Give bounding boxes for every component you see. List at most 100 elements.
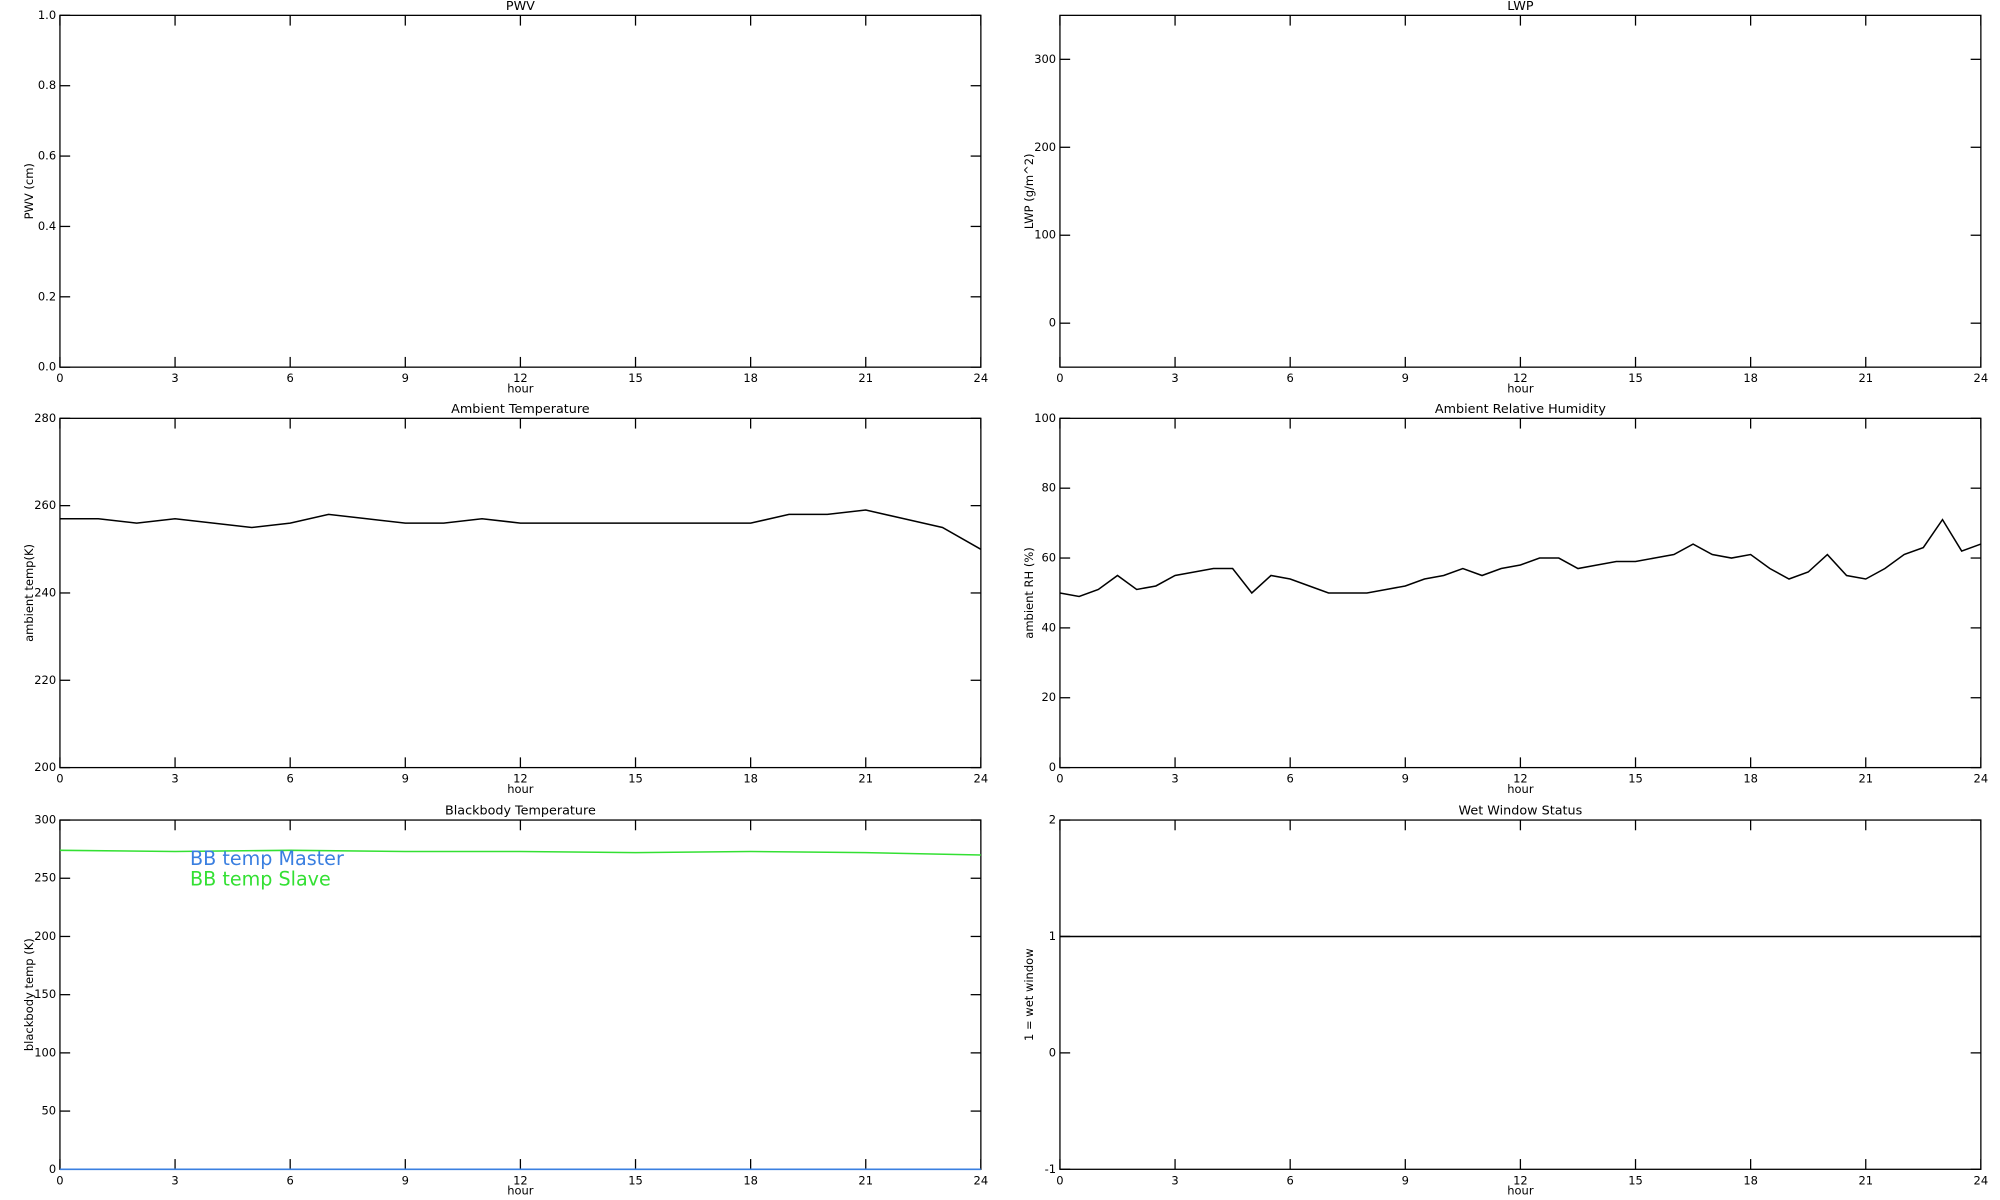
x-tick-label: 0	[1056, 1173, 1063, 1187]
x-tick-label: 9	[1402, 1173, 1409, 1187]
x-tick-label: 21	[858, 371, 873, 385]
y-tick-label: 60	[1042, 551, 1057, 565]
x-tick-label: 9	[402, 1173, 409, 1187]
plot-frame	[1059, 417, 1982, 769]
plot-frame	[1059, 819, 1982, 1170]
x-tick-label: 24	[974, 1173, 989, 1187]
x-tick-label: 18	[743, 772, 758, 786]
x-tick-label: 21	[1858, 1173, 1873, 1187]
x-tick-label: 0	[1056, 772, 1063, 786]
y-tick-label: 200	[34, 929, 56, 943]
legend-entry: BB temp Master	[190, 847, 344, 870]
y-tick-label: 280	[34, 411, 56, 425]
y-axis-label: ambient temp(K)	[22, 544, 36, 642]
y-tick-label: 250	[34, 871, 56, 885]
x-tick-label: 18	[1743, 371, 1758, 385]
y-axis-label: ambient RH (%)	[1022, 547, 1036, 638]
y-tick-label: 1.0	[38, 8, 56, 22]
x-tick-label: 21	[858, 772, 873, 786]
x-tick-label: 6	[1287, 371, 1294, 385]
y-tick-label: -1	[1045, 1162, 1056, 1176]
x-tick-label: 24	[974, 371, 989, 385]
data-line	[1059, 518, 1982, 598]
data-line	[59, 509, 982, 550]
x-tick-label: 18	[743, 371, 758, 385]
x-tick-label: 12	[513, 772, 528, 786]
x-tick-label: 21	[1858, 772, 1873, 786]
x-axis-label: hour	[1507, 782, 1534, 796]
y-tick-label: 0	[1049, 760, 1056, 774]
x-tick-label: 6	[287, 772, 294, 786]
x-tick-label: 12	[513, 1173, 528, 1187]
x-tick-label: 3	[171, 1173, 178, 1187]
x-axis-label: hour	[507, 381, 534, 395]
x-tick-label: 18	[743, 1173, 758, 1187]
x-tick-label: 12	[1513, 1173, 1528, 1187]
x-axis-label: hour	[1507, 1184, 1534, 1198]
plot-frame	[59, 417, 982, 769]
y-tick-label: 300	[1034, 52, 1056, 66]
plot-frame	[1059, 14, 1982, 368]
x-tick-label: 9	[1402, 772, 1409, 786]
x-tick-label: 15	[1628, 772, 1643, 786]
y-tick-label: 0	[1049, 316, 1056, 330]
y-tick-label: 0	[1049, 1045, 1056, 1059]
x-tick-label: 6	[287, 1173, 294, 1187]
chart-title: LWP	[1507, 0, 1534, 14]
legend-entry: BB temp Slave	[190, 868, 331, 891]
x-tick-label: 24	[1974, 371, 1989, 385]
y-axis-label: PWV (cm)	[22, 163, 36, 219]
y-tick-label: 0.6	[38, 149, 56, 163]
x-tick-label: 15	[628, 371, 643, 385]
x-tick-label: 3	[1171, 772, 1178, 786]
x-axis-label: hour	[507, 1184, 534, 1198]
y-tick-label: 200	[1034, 140, 1056, 154]
x-tick-label: 9	[1402, 371, 1409, 385]
x-tick-label: 3	[1171, 1173, 1178, 1187]
y-tick-label: 0.8	[38, 78, 56, 92]
y-axis-label: LWP (g/m^2)	[1022, 153, 1036, 229]
y-tick-label: 100	[1034, 228, 1056, 242]
y-tick-label: 220	[34, 673, 56, 687]
x-tick-label: 18	[1743, 772, 1758, 786]
chart-title: Ambient Temperature	[451, 402, 590, 417]
x-tick-label: 24	[1974, 772, 1989, 786]
y-tick-label: 0.2	[38, 289, 56, 303]
y-tick-label: 260	[34, 498, 56, 512]
x-tick-label: 12	[1513, 772, 1528, 786]
x-tick-label: 15	[628, 1173, 643, 1187]
chart-title: Wet Window Status	[1459, 804, 1583, 819]
y-tick-label: 1	[1049, 929, 1056, 943]
data-line	[59, 849, 981, 856]
plot-frame	[59, 14, 982, 368]
y-axis-label: blackbody temp (K)	[22, 938, 36, 1051]
x-tick-label: 0	[56, 1173, 63, 1187]
y-tick-label: 40	[1042, 620, 1057, 634]
x-tick-label: 3	[171, 772, 178, 786]
x-tick-label: 12	[513, 371, 528, 385]
x-tick-label: 0	[1056, 371, 1063, 385]
chart-title: Ambient Relative Humidity	[1435, 402, 1606, 417]
x-tick-label: 3	[1171, 371, 1178, 385]
x-tick-label: 6	[1287, 772, 1294, 786]
x-tick-label: 9	[402, 371, 409, 385]
y-tick-label: 0	[49, 1162, 56, 1176]
y-tick-label: 2	[1049, 813, 1056, 827]
x-axis-label: hour	[507, 782, 534, 796]
x-axis-label: hour	[1507, 381, 1534, 395]
x-tick-label: 6	[287, 371, 294, 385]
x-tick-label: 18	[1743, 1173, 1758, 1187]
y-tick-label: 100	[34, 1045, 56, 1059]
x-tick-label: 24	[1974, 1173, 1989, 1187]
x-tick-label: 9	[402, 772, 409, 786]
y-tick-label: 100	[1034, 411, 1056, 425]
x-tick-label: 6	[1287, 1173, 1294, 1187]
y-tick-label: 50	[42, 1104, 57, 1118]
x-tick-label: 3	[171, 371, 178, 385]
x-tick-label: 0	[56, 371, 63, 385]
x-tick-label: 0	[56, 772, 63, 786]
y-tick-label: 240	[34, 585, 56, 599]
x-tick-label: 15	[1628, 1173, 1643, 1187]
x-tick-label: 21	[1858, 371, 1873, 385]
